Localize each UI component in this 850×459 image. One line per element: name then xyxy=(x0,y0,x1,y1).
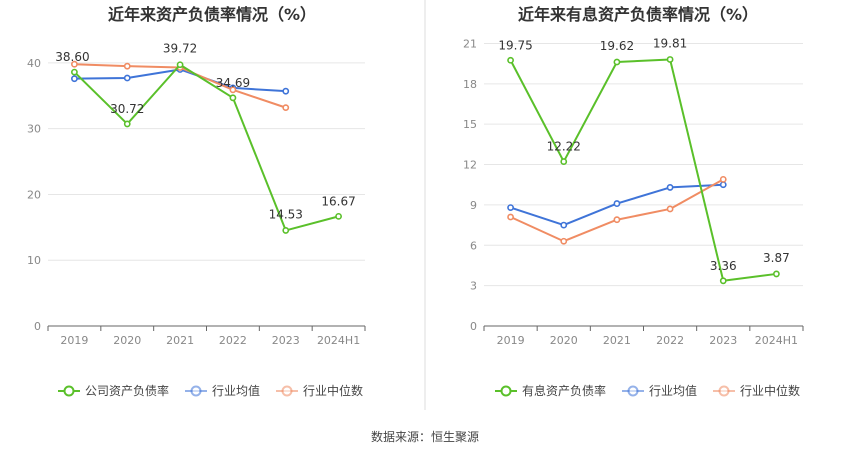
chart-title: 近年来有息资产负债率情况（%） xyxy=(518,5,758,24)
data-point-industry_avg xyxy=(507,204,514,211)
x-tick-label: 2023 xyxy=(709,334,737,347)
data-source-note: 数据来源：恒生聚源 xyxy=(370,430,479,444)
legend-label: 行业均值 xyxy=(649,383,697,398)
data-label: 34.69 xyxy=(216,76,250,90)
data-point-industry_median xyxy=(613,216,621,224)
legend-item-company: 有息资产负债率 xyxy=(495,383,606,398)
data-point-industry_median xyxy=(719,175,727,183)
y-tick-label: 6 xyxy=(470,239,477,252)
data-label: 19.75 xyxy=(498,38,532,52)
data-point-company xyxy=(335,212,342,220)
legend-item-industry_median: 行业中位数 xyxy=(276,383,363,398)
y-tick-label: 21 xyxy=(463,37,477,50)
data-point-company xyxy=(71,68,78,76)
legend-label: 有息资产负债率 xyxy=(522,383,606,398)
data-label: 3.36 xyxy=(710,259,737,273)
data-point-company xyxy=(123,120,131,128)
x-tick-label: 2019 xyxy=(60,334,88,347)
x-tick-label: 2022 xyxy=(219,334,247,347)
data-point-company xyxy=(229,94,237,102)
data-point-company xyxy=(773,270,780,278)
chart-1: 近年来资产负债率情况（%） 0 10 20 30 40 2019 2020 2021 2022 20… xyxy=(27,5,366,398)
data-point-industry_avg xyxy=(666,184,674,191)
data-point-industry_avg xyxy=(71,75,78,83)
data-label: 14.53 xyxy=(269,207,303,221)
data-point-company xyxy=(613,58,621,66)
y-tick-label: 0 xyxy=(34,320,41,333)
data-point-industry_median xyxy=(282,104,290,112)
series-line-industry_median xyxy=(510,178,724,243)
x-tick-label: 2024H1 xyxy=(317,334,360,347)
y-tick-label: 10 xyxy=(27,254,41,267)
chart-title: 近年来资产负债率情况（%） xyxy=(108,5,316,24)
data-point-industry_median xyxy=(560,237,568,245)
legend-marker xyxy=(627,385,639,397)
legend-label: 行业中位数 xyxy=(303,383,363,398)
legend-label: 行业均值 xyxy=(212,383,260,398)
y-tick-label: 9 xyxy=(470,199,477,212)
x-tick-label: 2021 xyxy=(603,334,631,347)
data-label: 19.62 xyxy=(600,39,634,53)
x-tick-label: 2023 xyxy=(272,334,300,347)
x-tick-label: 2019 xyxy=(497,334,525,347)
y-tick-label: 3 xyxy=(470,280,477,293)
legend-marker xyxy=(63,385,75,397)
x-tick-label: 2021 xyxy=(166,334,194,347)
data-label: 30.72 xyxy=(110,102,144,116)
data-point-company xyxy=(176,61,184,69)
data-point-company xyxy=(507,56,514,64)
data-point-industry_median xyxy=(123,62,131,70)
data-point-industry_avg xyxy=(560,221,568,229)
x-tick-label: 2024H1 xyxy=(755,334,798,347)
y-tick-label: 40 xyxy=(27,57,41,70)
data-label: 39.72 xyxy=(163,42,197,56)
y-tick-label: 12 xyxy=(463,159,477,172)
series-line-company xyxy=(73,63,339,232)
data-label: 12.22 xyxy=(547,140,581,154)
legend-item-company: 公司资产负债率 xyxy=(58,383,169,398)
x-tick-label: 2020 xyxy=(113,334,141,347)
data-point-industry_avg xyxy=(613,200,621,207)
legend-item-industry_median: 行业中位数 xyxy=(713,383,800,398)
series-line-company xyxy=(509,58,777,282)
legend-label: 公司资产负债率 xyxy=(85,383,169,398)
data-point-company xyxy=(719,277,727,285)
legend-item-industry_avg: 行业均值 xyxy=(185,383,260,398)
data-point-industry_avg xyxy=(282,87,290,95)
y-tick-label: 30 xyxy=(27,123,41,136)
legend-marker xyxy=(190,385,202,397)
data-point-industry_median xyxy=(666,205,674,213)
legend-item-industry_avg: 行业均值 xyxy=(622,383,697,398)
y-tick-label: 18 xyxy=(463,78,477,91)
legend-marker xyxy=(281,385,293,397)
data-label: 19.81 xyxy=(653,36,687,50)
y-tick-label: 20 xyxy=(27,188,41,201)
x-tick-label: 2020 xyxy=(550,334,578,347)
data-label: 3.87 xyxy=(763,251,790,265)
data-label: 38.60 xyxy=(55,50,89,64)
y-tick-label: 0 xyxy=(470,320,477,333)
legend-label: 行业中位数 xyxy=(740,383,800,398)
data-point-industry_median xyxy=(229,86,237,94)
legend-marker xyxy=(718,385,730,397)
x-tick-label: 2022 xyxy=(656,334,684,347)
legend-marker xyxy=(500,385,512,397)
data-point-company xyxy=(282,227,290,234)
data-point-industry_median xyxy=(71,60,78,68)
chart-2: 近年来有息资产负债率情况（%） 0 3 6 9 12 15 18 21 2019 2020 2021 2… xyxy=(463,5,804,398)
data-point-company xyxy=(666,56,674,63)
data-point-company xyxy=(560,158,568,165)
data-point-industry_avg xyxy=(719,181,727,189)
data-point-industry_avg xyxy=(123,74,131,82)
y-tick-label: 15 xyxy=(463,118,477,131)
data-point-industry_median xyxy=(507,213,514,221)
data-label: 16.67 xyxy=(321,194,355,208)
